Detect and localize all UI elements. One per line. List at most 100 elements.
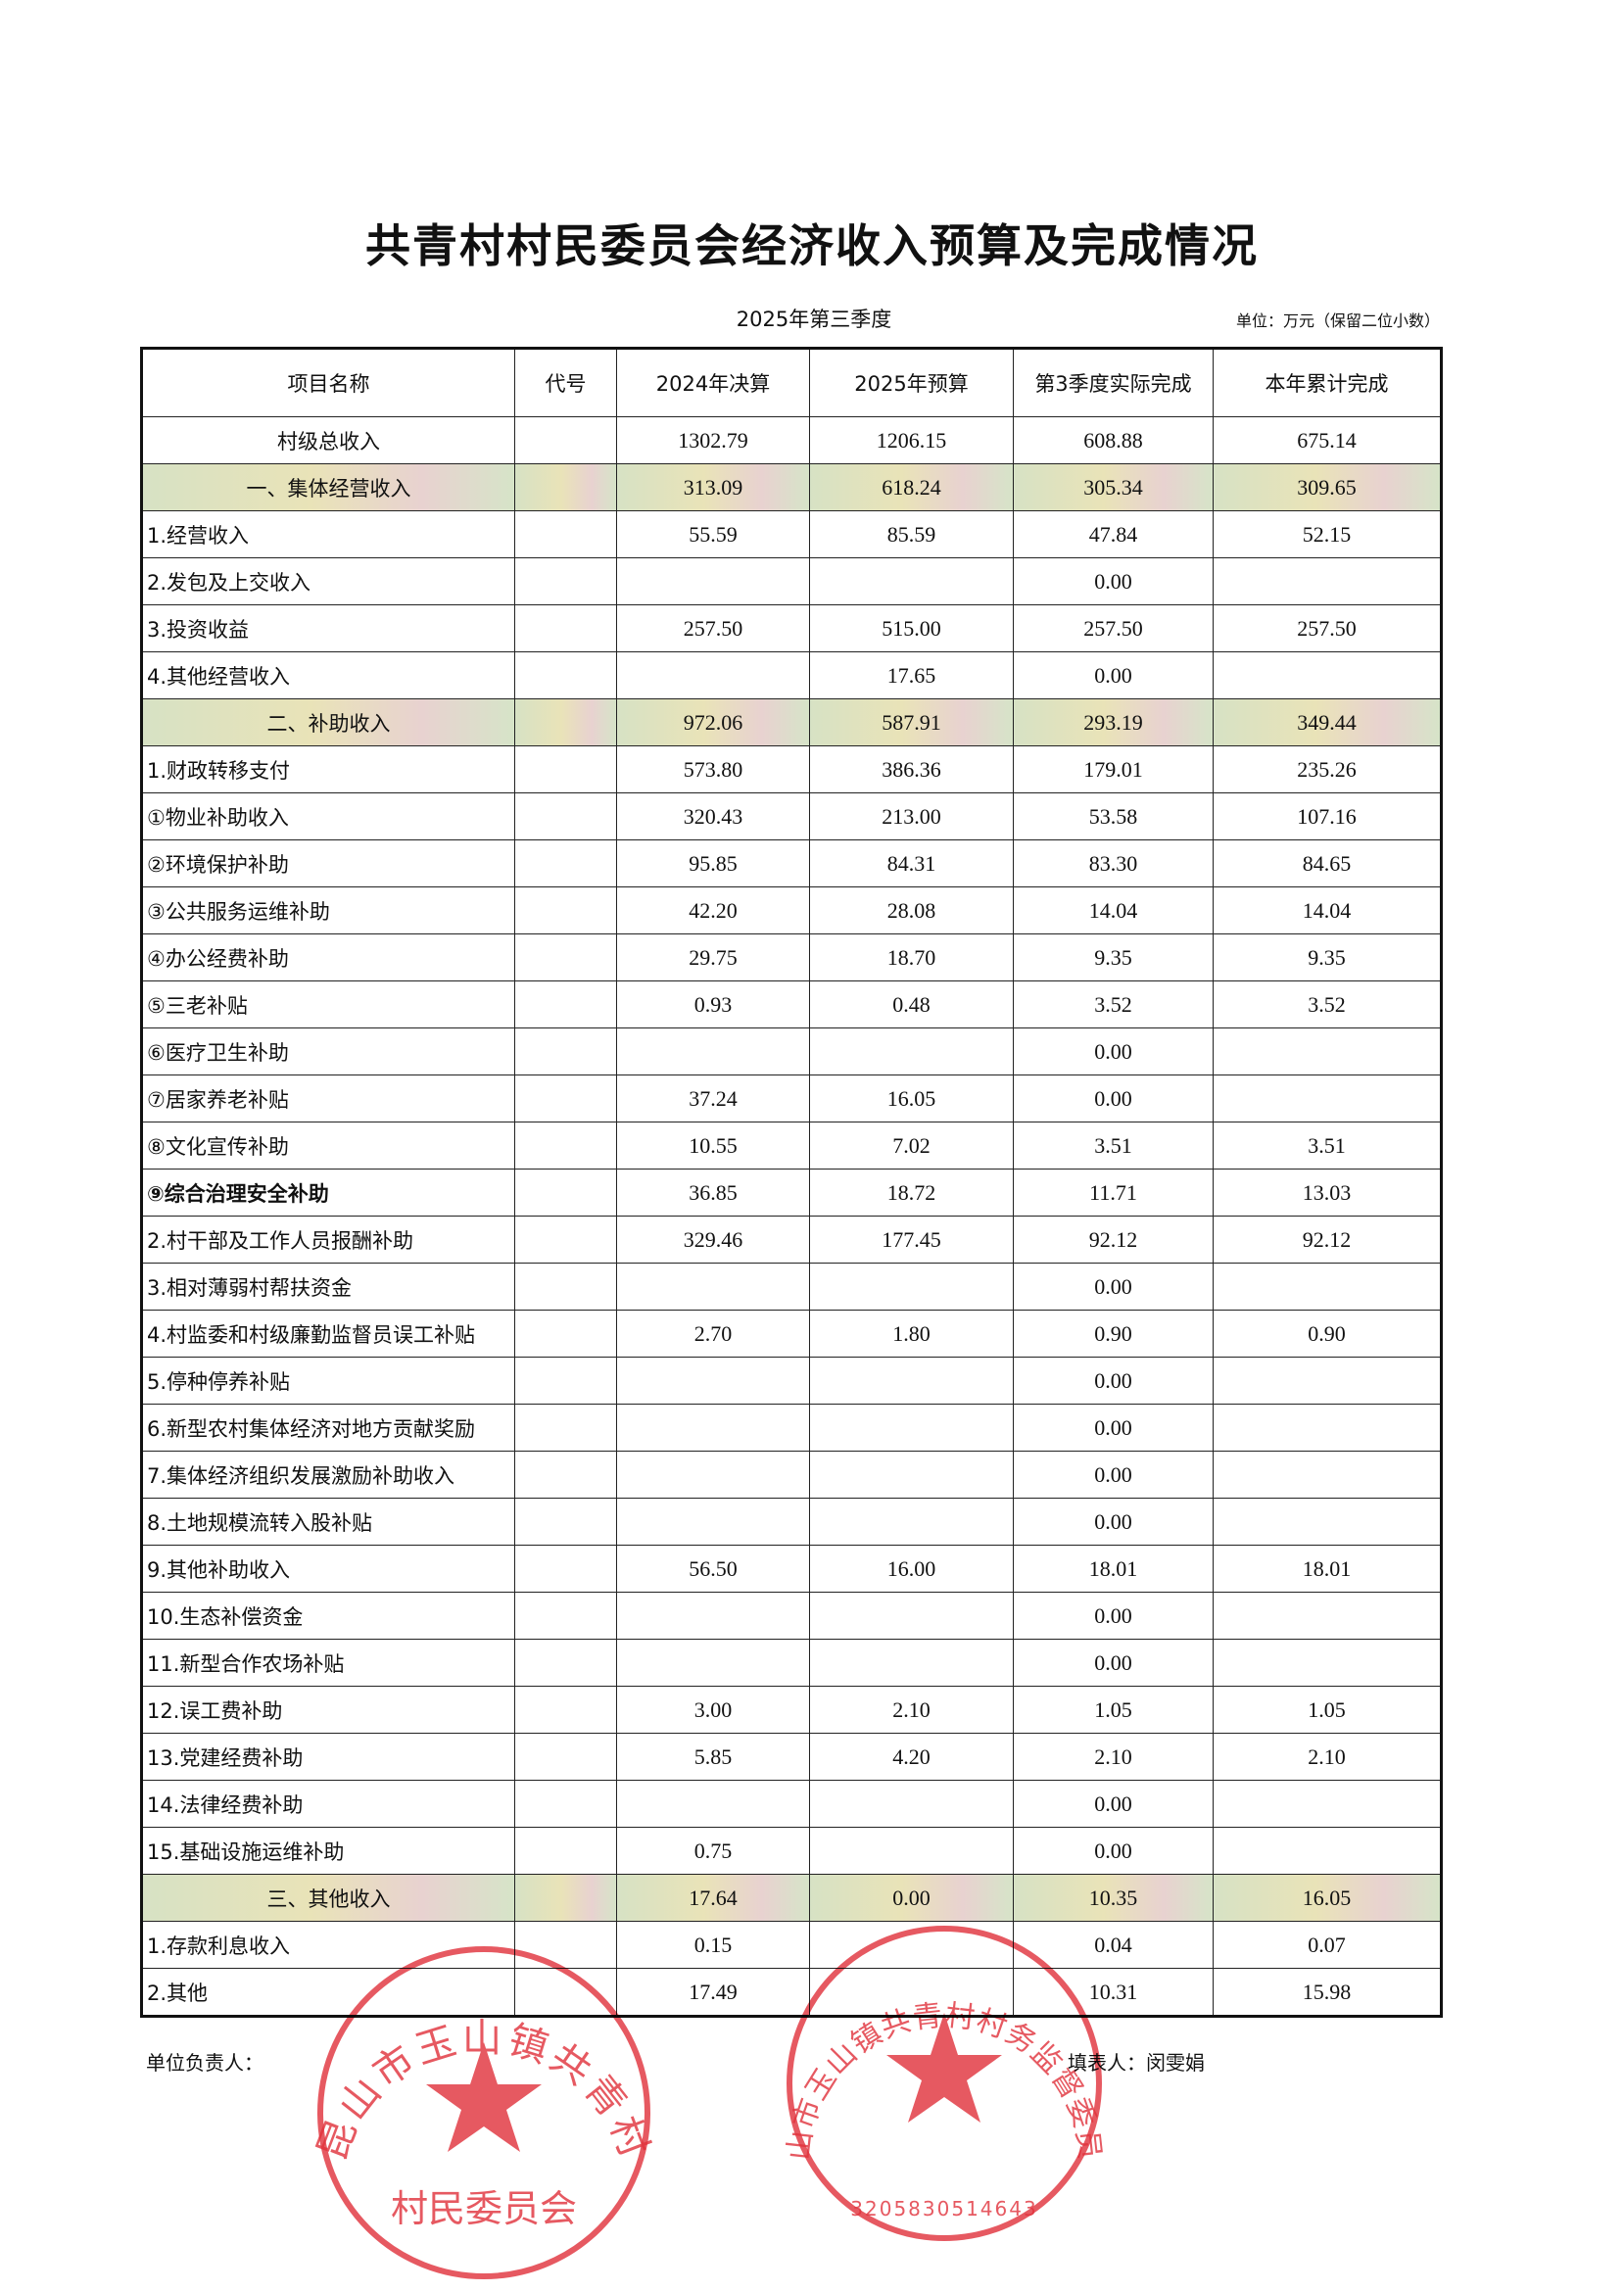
cell: 47.84 xyxy=(1013,510,1214,558)
item-name: 1.财政转移支付 xyxy=(141,745,515,793)
cell: 28.08 xyxy=(809,886,1014,934)
table-row: 7.集体经济组织发展激励补助收入 0.00 xyxy=(141,1451,1442,1499)
cell xyxy=(809,1357,1014,1405)
item-name: ④办公经费补助 xyxy=(141,933,515,981)
cell: 305.34 xyxy=(1013,463,1214,511)
cell: 55.59 xyxy=(616,510,810,558)
table-row: 12.误工费补助 3.00 2.10 1.05 1.05 xyxy=(141,1686,1442,1734)
table-row: 3.相对薄弱村帮扶资金 0.00 xyxy=(141,1263,1442,1311)
cell xyxy=(616,1451,810,1499)
cell xyxy=(514,1404,617,1452)
cell xyxy=(809,1780,1014,1828)
period: 2025年第三季度 xyxy=(736,308,892,331)
table-row: 5.停种停养补贴 0.00 xyxy=(141,1357,1442,1405)
cell xyxy=(809,1639,1014,1687)
table-row: 13.党建经费补助 5.85 4.20 2.10 2.10 xyxy=(141,1733,1442,1781)
cell: 0.00 xyxy=(1013,1357,1214,1405)
table-row: 一、集体经营收入 313.09 618.24 305.34 309.65 xyxy=(141,463,1442,511)
cell: 2.10 xyxy=(809,1686,1014,1734)
cell: 329.46 xyxy=(616,1216,810,1264)
cell: 257.50 xyxy=(616,604,810,652)
cell: 0.93 xyxy=(616,980,810,1028)
cell xyxy=(1213,1074,1442,1122)
cell: 0.00 xyxy=(1013,1592,1214,1640)
cell: 587.91 xyxy=(809,698,1014,746)
cell: 0.00 xyxy=(1013,1074,1214,1122)
cell: 15.98 xyxy=(1213,1968,1442,2017)
cell xyxy=(1213,1451,1442,1499)
cell xyxy=(616,1263,810,1311)
cell xyxy=(514,1968,617,2017)
cell: 84.31 xyxy=(809,839,1014,887)
table-row: 9.其他补助收入 56.50 16.00 18.01 18.01 xyxy=(141,1545,1442,1593)
cell: 18.72 xyxy=(809,1169,1014,1217)
cell: 14.04 xyxy=(1013,886,1214,934)
cell xyxy=(1213,1498,1442,1546)
item-name: 1.存款利息收入 xyxy=(141,1921,515,1969)
cell xyxy=(514,1357,617,1405)
cell xyxy=(514,1827,617,1875)
cell: 573.80 xyxy=(616,745,810,793)
cell xyxy=(616,1027,810,1075)
cell: 56.50 xyxy=(616,1545,810,1593)
cell xyxy=(514,604,617,652)
header-row: 项目名称 代号 2024年决算 2025年预算 第3季度实际完成 本年累计完成 xyxy=(141,348,1442,417)
cell xyxy=(514,1027,617,1075)
item-name: 3.投资收益 xyxy=(141,604,515,652)
cell: 42.20 xyxy=(616,886,810,934)
cell: 13.03 xyxy=(1213,1169,1442,1217)
cell: 95.85 xyxy=(616,839,810,887)
cell: 0.00 xyxy=(809,1874,1014,1922)
cell: 1.05 xyxy=(1213,1686,1442,1734)
item-name: 11.新型合作农场补贴 xyxy=(141,1639,515,1687)
header-cell: 第3季度实际完成 xyxy=(1013,348,1214,417)
cell: 235.26 xyxy=(1213,745,1442,793)
cell: 515.00 xyxy=(809,604,1014,652)
cell xyxy=(514,1498,617,1546)
header-cell: 代号 xyxy=(514,348,617,417)
item-name: ①物业补助收入 xyxy=(141,792,515,840)
cell: 9.35 xyxy=(1213,933,1442,981)
cell xyxy=(514,792,617,840)
cell xyxy=(514,698,617,746)
cell xyxy=(616,1592,810,1640)
stamp-star xyxy=(886,2013,1002,2123)
cell: 36.85 xyxy=(616,1169,810,1217)
table-row: ③公共服务运维补助 42.20 28.08 14.04 14.04 xyxy=(141,886,1442,934)
cell: 7.02 xyxy=(809,1122,1014,1170)
header-cell: 本年累计完成 xyxy=(1213,348,1442,417)
cell xyxy=(514,1122,617,1170)
cell xyxy=(616,557,810,605)
cell xyxy=(514,1451,617,1499)
cell: 179.01 xyxy=(1013,745,1214,793)
cell: 0.00 xyxy=(1013,1263,1214,1311)
item-name: ②环境保护补助 xyxy=(141,839,515,887)
cell: 0.00 xyxy=(1013,1498,1214,1546)
item-name: ⑤三老补贴 xyxy=(141,980,515,1028)
cell: 3.51 xyxy=(1213,1122,1442,1170)
cell: 9.35 xyxy=(1013,933,1214,981)
item-name: ③公共服务运维补助 xyxy=(141,886,515,934)
item-name: 1.经营收入 xyxy=(141,510,515,558)
cell: 608.88 xyxy=(1013,416,1214,464)
cell xyxy=(514,1216,617,1264)
cell xyxy=(514,1074,617,1122)
item-name: 12.误工费补助 xyxy=(141,1686,515,1734)
cell: 1302.79 xyxy=(616,416,810,464)
cell xyxy=(809,1451,1014,1499)
cell: 83.30 xyxy=(1013,839,1214,887)
cell xyxy=(514,1780,617,1828)
cell: 0.00 xyxy=(1013,1404,1214,1452)
cell: 0.75 xyxy=(616,1827,810,1875)
cell: 257.50 xyxy=(1213,604,1442,652)
cell xyxy=(514,416,617,464)
cell xyxy=(616,651,810,699)
cell xyxy=(809,1921,1014,1969)
header-cell: 2024年决算 xyxy=(616,348,810,417)
item-name: ⑦居家养老补贴 xyxy=(141,1074,515,1122)
table-row: 2.发包及上交收入 0.00 xyxy=(141,557,1442,605)
cell: 92.12 xyxy=(1213,1216,1442,1264)
table-row: 村级总收入 1302.79 1206.15 608.88 675.14 xyxy=(141,416,1442,464)
table-row: 4.其他经营收入 17.65 0.00 xyxy=(141,651,1442,699)
cell: 0.48 xyxy=(809,980,1014,1028)
